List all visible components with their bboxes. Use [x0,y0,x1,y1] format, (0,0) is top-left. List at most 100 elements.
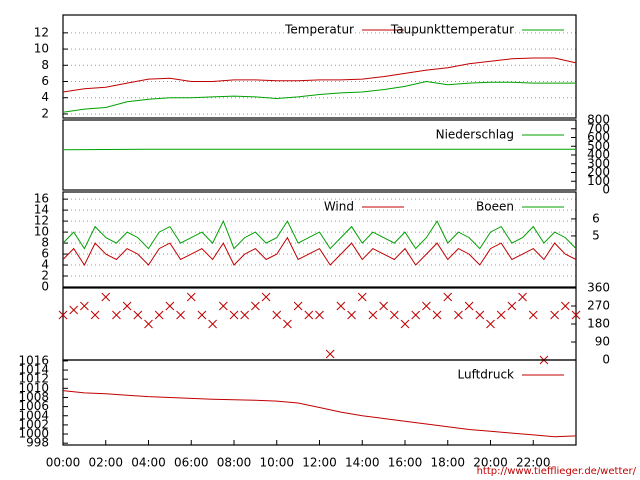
direction-point [550,310,559,320]
y-tick-label: 1012 [18,372,49,386]
direction-point [357,292,367,302]
direction-point [379,301,388,311]
direction-point [176,310,185,320]
series-line [62,236,577,267]
x-tick-label: 10:00 [259,456,294,470]
y-tick-label: 1004 [18,408,49,422]
legend-label: Niederschlag [436,128,514,142]
legend-label: Wind [324,200,354,214]
legend-label: Temperatur [284,23,354,37]
x-tick-label: 12:00 [302,456,337,470]
y-tick-label: 270 [587,299,610,313]
direction-point [496,310,506,320]
y-tick-label: 8 [41,58,49,72]
x-tick-label: 06:00 [174,456,209,470]
y-tick-label: 2 [41,269,49,283]
x-tick-label: 20:00 [473,456,508,470]
y-tick-label: 1010 [18,381,49,395]
direction-point [69,305,79,315]
series-line [62,219,577,250]
y-tick-label: 0 [602,353,610,367]
source-link: http://www.tiefflieger.de/wetter/ [477,466,637,477]
direction-point [122,301,132,311]
direction-point [112,310,121,320]
direction-point [443,292,453,302]
direction-point [411,310,421,320]
panel-frame [62,119,577,191]
x-tick-label: 08:00 [217,456,252,470]
y-tick-label: 12 [34,25,49,39]
y-tick-label: 500 [587,139,610,153]
y-tick-label: 1006 [18,399,49,413]
direction-point [186,292,196,302]
direction-point [336,301,346,311]
x-tick-label: 16:00 [388,456,423,470]
y-tick-label: 10 [34,225,49,239]
y-tick-label: 1016 [18,353,49,367]
y-tick-label: 100 [587,174,610,188]
direction-point [58,310,68,320]
y-tick-label: 1002 [18,417,49,431]
direction-point [475,310,485,320]
y-tick-label: 16 [34,192,49,206]
direction-point [347,310,356,320]
series-line [62,390,577,438]
direction-point [432,310,442,320]
direction-point [261,292,271,302]
y-tick-label: 300 [587,156,610,170]
y-tick-label: 700 [587,121,610,135]
direction-point [368,310,378,320]
y-tick-label: 400 [587,148,610,162]
y-tick-label: 4 [41,258,49,272]
direction-point [464,301,474,311]
y-tick-label: 14 [34,203,49,217]
y2-tick-label: 6 [592,211,600,225]
series-line [62,148,576,151]
direction-point [197,310,207,320]
direction-point [251,301,260,311]
direction-point [400,319,410,329]
legend-label: Taupunkttemperatur [390,23,514,37]
y-tick-label: 0 [41,280,49,294]
y-tick-label: 12 [34,214,49,228]
direction-point [389,310,399,320]
direction-point [315,310,324,320]
direction-point [90,310,100,320]
direction-point [422,301,431,311]
y-tick-label: 600 [587,130,610,144]
series-line [62,80,576,113]
y-tick-label: 180 [587,317,610,331]
direction-point [133,310,143,320]
x-tick-label: 02:00 [88,456,123,470]
direction-point [154,310,164,320]
panel-frame [62,287,577,361]
direction-point [304,310,314,320]
direction-point [571,310,581,320]
y-tick-label: 1008 [18,390,49,404]
y-tick-label: 90 [595,335,610,349]
y2-tick-label: 5 [592,228,600,242]
direction-point [240,310,250,320]
y-tick-label: 998 [26,436,49,450]
direction-point [454,310,463,320]
y-tick-label: 200 [587,165,610,179]
direction-point [165,301,175,311]
direction-point [507,301,517,311]
direction-point [80,301,89,311]
x-tick-label: 14:00 [345,456,380,470]
x-tick-label: 22:00 [516,456,551,470]
direction-point [272,310,282,320]
y-tick-label: 360 [587,281,610,295]
direction-point [283,319,292,329]
direction-point [208,319,217,329]
y-tick-label: 8 [41,236,49,250]
y-tick-label: 800 [587,113,610,127]
legend-label: Boeen [476,200,514,214]
y-tick-label: 1000 [18,427,49,441]
x-tick-label: 00:00 [46,456,81,470]
direction-point [518,292,527,302]
series-line [62,57,577,93]
legend-label: Luftdruck [457,368,514,382]
y-tick-label: 4 [41,90,49,104]
panel-frame [62,191,577,288]
